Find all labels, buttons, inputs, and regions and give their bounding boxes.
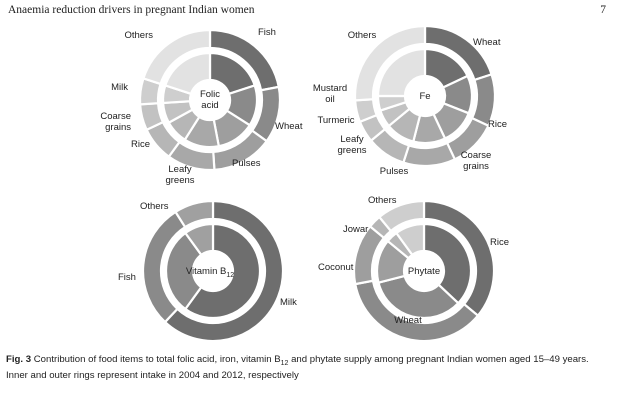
category-label-leafy-greens: Leafy greens [165,164,194,186]
center-label: Folic acid [200,89,220,111]
category-label-pulses: Pulses [232,158,261,169]
center-label: Phytate [408,266,440,277]
category-label-turmeric: Turmeric [317,115,354,126]
slice-inner-wheat [377,274,460,320]
running-header: Anaemia reduction drivers in pregnant In… [8,4,255,16]
donut-chart-folic-acid: Folic acid Fish Wheat Pulses Leafy greens RiceC… [100,27,302,186]
category-label-wheat: Wheat [275,121,303,132]
category-label-rice: Rice [490,237,509,248]
category-label-rice: Rice [131,139,150,150]
slice-inner-others [376,47,427,98]
category-label-wheat: Wheat [473,37,501,48]
category-label-rice: Rice [488,119,507,130]
slice-outer-milk [163,199,285,343]
center-label: Fe [419,91,430,102]
category-label-others: Others [124,30,153,41]
slice-inner-rice [422,222,473,305]
slice-inner-others [163,51,212,96]
slice-inner-others [183,222,215,257]
category-label-fish: Fish [258,27,276,38]
category-label-others: Others [140,201,169,212]
donut-chart-phytate: Phytate Rice Wheat Coconut Jowar Others [318,195,509,343]
category-label-coconut: Coconut [318,262,354,273]
category-label-jowar: Jowar [343,224,368,235]
category-label-fish: Fish [118,272,136,283]
donut-chart-vitamin-b: Vitamin B12 Milk Fish Others [118,199,297,343]
slice-inner-milk [183,222,262,320]
slice-outer-pulses [401,141,457,168]
category-label-milk: Milk [111,82,128,93]
category-label-others: Others [348,30,377,41]
donut-center [404,251,444,291]
slice-outer-others [142,28,212,86]
donut-center [405,76,445,116]
slice-inner-others [394,222,426,257]
category-label-wheat: Wheat [394,315,422,326]
slice-outer-others [353,24,427,102]
figure-caption: Fig. 3 Contribution of food items to tot… [6,354,611,383]
slice-outer-others [173,199,215,229]
slice-inner-fish [164,231,203,311]
caption-label: Fig. 3 [6,354,32,365]
category-label-coarse-grains: Coarse grains [461,150,492,172]
category-label-milk: Milk [280,297,297,308]
center-label: Vitamin B12 [186,266,234,279]
donut-center [193,251,233,291]
category-label-coarse-grains: Coarse grains [100,111,131,133]
category-label-others: Others [368,195,397,206]
category-label-leafy-greens: Leafy greens [337,134,366,156]
page-number: 7 [600,4,606,16]
donut-chart-fe: Fe Wheat Rice Coarse grains Pulses Leafy greens… [313,24,507,177]
slice-outer-others [377,199,426,233]
donut-center [190,80,230,120]
category-label-pulses: Pulses [380,166,409,177]
caption-text: Contribution of food items to total foli… [6,354,589,382]
category-label-mustard-oil: Mustard oil [313,83,347,105]
